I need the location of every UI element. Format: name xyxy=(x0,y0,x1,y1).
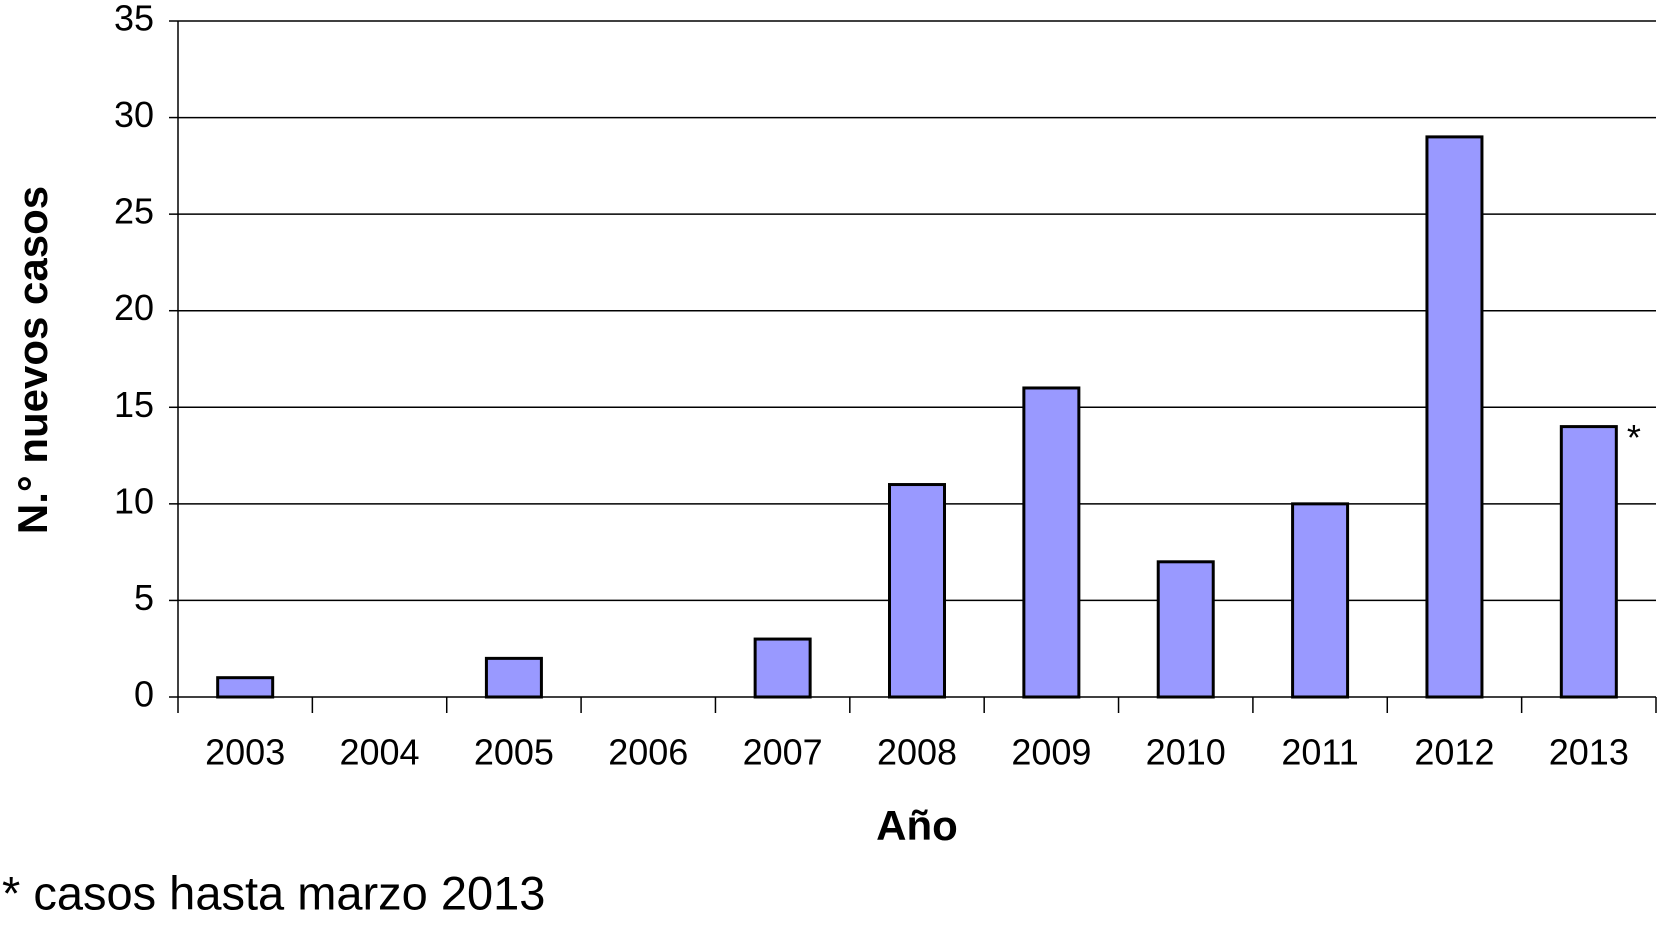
bar xyxy=(1022,386,1081,699)
bar xyxy=(1156,560,1215,699)
x-tick-label: 2003 xyxy=(205,732,285,773)
bar xyxy=(1559,425,1618,699)
bar xyxy=(216,676,275,699)
footnote: * casos hasta marzo 2013 xyxy=(2,866,545,919)
x-tick-label: 2005 xyxy=(474,732,554,773)
x-tick-label: 2004 xyxy=(339,732,419,773)
y-tick-label: 10 xyxy=(114,480,154,521)
y-tick-label: 5 xyxy=(134,577,154,618)
y-tick-label: 20 xyxy=(114,287,154,328)
x-tick-label: 2011 xyxy=(1281,732,1358,773)
bar xyxy=(888,483,946,699)
x-axis-title: Año xyxy=(876,802,958,849)
x-tick-label: 2008 xyxy=(877,732,957,773)
bar-annotation: * xyxy=(1627,417,1641,458)
x-tick-label: 2013 xyxy=(1549,732,1629,773)
y-axis-title: N.° nuevos casos xyxy=(9,186,56,534)
x-tick-label: 2006 xyxy=(608,732,688,773)
bar xyxy=(1425,135,1484,699)
y-tick-label: 0 xyxy=(134,674,154,715)
y-tick-label: 15 xyxy=(114,384,154,425)
bar xyxy=(753,637,812,699)
x-tick-label: 2007 xyxy=(743,732,823,773)
y-tick-label: 35 xyxy=(114,0,154,39)
x-tick-label: 2010 xyxy=(1146,732,1226,773)
bar xyxy=(484,656,543,699)
x-tick-label: 2012 xyxy=(1414,732,1494,773)
x-tick-label: 2009 xyxy=(1011,732,1091,773)
y-tick-label: 30 xyxy=(114,94,154,135)
bar xyxy=(1291,502,1350,699)
y-tick-label: 25 xyxy=(114,191,154,232)
